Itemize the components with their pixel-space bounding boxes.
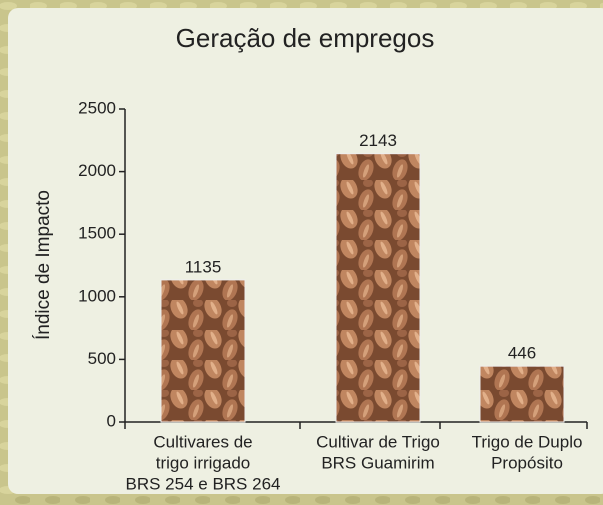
x-tick-label: BRS 254 e BRS 264 (126, 474, 281, 493)
value-label: 2143 (359, 131, 397, 150)
x-tick-label: Cultivares de (153, 432, 252, 451)
y-tick-label: 1000 (78, 286, 116, 305)
bar (336, 154, 420, 422)
bar (480, 366, 564, 422)
value-label: 1135 (185, 257, 222, 276)
x-tick-label: Trigo de Duplo (472, 432, 583, 451)
x-tick-label: BRS Guamirim (321, 453, 434, 472)
chart-title: Geração de empregos (176, 23, 435, 53)
value-label: 446 (508, 344, 536, 363)
x-tick-label: Cultivar de Trigo (316, 432, 440, 451)
y-tick-label: 2000 (78, 161, 116, 180)
chart: Geração de empregos Índice de Impacto 0 5… (0, 0, 603, 505)
y-axis-label: Índice de Impacto (33, 190, 54, 340)
bar (161, 280, 245, 422)
y-tick-label: 2500 (78, 98, 116, 117)
y-tick-label: 500 (88, 349, 116, 368)
x-tick-label: trigo irrigado (156, 453, 251, 472)
y-tick-label: 1500 (78, 224, 116, 243)
x-tick-label: Propósito (491, 453, 563, 472)
y-tick-label: 0 (107, 411, 116, 430)
